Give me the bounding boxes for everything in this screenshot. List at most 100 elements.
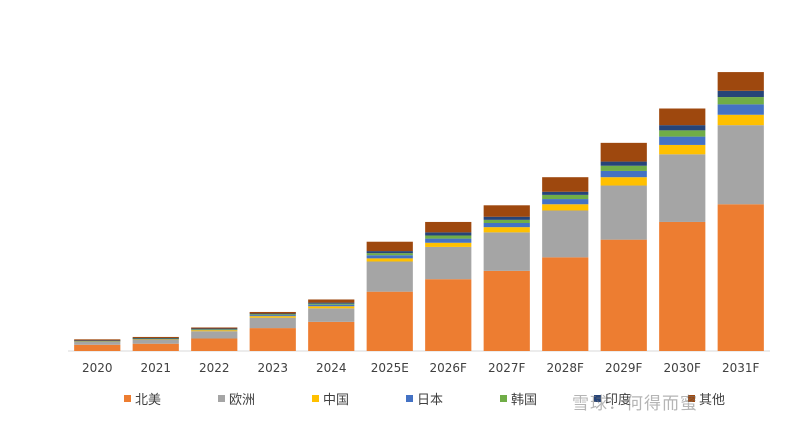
x-tick-label: 2021 — [140, 361, 171, 375]
bar-segment — [132, 338, 179, 340]
bar-segment — [425, 232, 472, 236]
legend-swatch — [124, 395, 131, 402]
x-tick-label: 2029F — [605, 361, 643, 375]
x-tick-label: 2027F — [488, 361, 526, 375]
bar-segment — [366, 258, 413, 262]
watermark-text: 雪球：何得而蜜 — [572, 394, 698, 414]
bar-segment — [191, 338, 238, 351]
legend-swatch — [312, 395, 319, 402]
bar-segment — [191, 330, 238, 332]
bar-segment — [483, 216, 530, 220]
bar-segment — [542, 210, 589, 258]
legend-label: 欧洲 — [229, 393, 255, 408]
bar-segment — [308, 302, 355, 304]
bar-segment — [132, 339, 179, 344]
bar-segment — [249, 316, 296, 318]
bar-segment — [542, 177, 589, 192]
bar-segment — [483, 219, 530, 223]
bar-segment — [366, 261, 413, 292]
x-tick-label: 2026F — [430, 361, 468, 375]
bar-segment — [132, 337, 179, 339]
bar-segment — [425, 279, 472, 351]
bar-segment — [74, 340, 121, 341]
bar-segment — [600, 177, 647, 186]
bar-segment — [600, 239, 647, 351]
bar-segment — [717, 114, 764, 126]
legend-label: 印度 — [605, 392, 631, 408]
bars-group — [74, 72, 764, 351]
legend-swatch — [594, 395, 601, 402]
bar-segment — [659, 221, 706, 351]
bar-segment — [249, 314, 296, 316]
x-tick-label: 2030F — [664, 361, 702, 375]
bar-segment — [542, 191, 589, 195]
legend-swatch — [406, 395, 413, 402]
bar-segment — [425, 246, 472, 280]
x-tick-label: 2031F — [722, 361, 760, 375]
bar-segment — [366, 291, 413, 351]
legend: 北美 欧洲 中国 日本 韩国 印度 其他 — [124, 392, 725, 408]
bar-segment — [600, 170, 647, 178]
bar-segment — [542, 257, 589, 351]
x-tick-label: 2020 — [82, 361, 113, 375]
bar-segment — [308, 308, 355, 322]
x-tick-label: 2023 — [257, 361, 288, 375]
x-tick-label: 2028F — [547, 361, 585, 375]
bar-segment — [717, 104, 764, 115]
bar-segment — [483, 232, 530, 271]
bar-segment — [659, 136, 706, 145]
bar-segment — [249, 313, 296, 315]
bar-segment — [191, 328, 238, 330]
bar-segment — [542, 199, 589, 205]
bar-segment — [600, 142, 647, 162]
x-tick-labels: 2020 2021 2022 2023 2024 2025E 2026F 2027F 2028F… — [82, 361, 760, 375]
bar-segment — [600, 165, 647, 171]
bar-segment — [132, 336, 179, 338]
bar-segment — [308, 304, 355, 307]
legend-label: 韩国 — [511, 393, 537, 408]
bar-segment — [74, 341, 121, 345]
bar-segment — [425, 238, 472, 243]
bar-segment — [366, 253, 413, 256]
bar-segment — [659, 130, 706, 137]
bar-segment — [249, 317, 296, 329]
bar-segment — [425, 235, 472, 239]
bar-segment — [600, 185, 647, 240]
bar-segment — [74, 344, 121, 351]
bar-segment — [132, 339, 179, 340]
bar-segment — [308, 299, 355, 303]
bar-segment — [425, 221, 472, 233]
bar-segment — [132, 338, 179, 339]
legend-label: 北美 — [135, 393, 161, 408]
legend-label: 日本 — [417, 393, 443, 408]
legend-swatch — [218, 395, 225, 402]
legend-label: 中国 — [323, 393, 349, 408]
bar-segment — [542, 204, 589, 211]
x-tick-label: 2024 — [316, 361, 347, 375]
bar-segment — [249, 311, 296, 314]
bar-segment — [483, 270, 530, 351]
bar-segment — [717, 204, 764, 351]
bar-segment — [483, 227, 530, 233]
bar-segment — [249, 315, 296, 317]
legend-swatch — [500, 395, 507, 402]
legend-label: 其他 — [699, 393, 725, 408]
bar-segment — [483, 222, 530, 228]
bar-segment — [542, 194, 589, 200]
bar-segment — [308, 306, 355, 309]
bar-segment — [191, 329, 238, 330]
bar-segment — [74, 339, 121, 341]
bar-segment — [717, 72, 764, 91]
legend-swatch — [688, 395, 695, 402]
bar-segment — [191, 327, 238, 329]
bar-segment — [249, 328, 296, 351]
bar-segment — [483, 205, 530, 217]
bar-segment — [717, 125, 764, 205]
bar-segment — [308, 321, 355, 351]
bar-segment — [366, 241, 413, 252]
bar-segment — [366, 251, 413, 254]
x-tick-label: 2022 — [199, 361, 230, 375]
bar-segment — [191, 331, 238, 339]
bar-segment — [600, 161, 647, 166]
bar-segment — [717, 97, 764, 105]
